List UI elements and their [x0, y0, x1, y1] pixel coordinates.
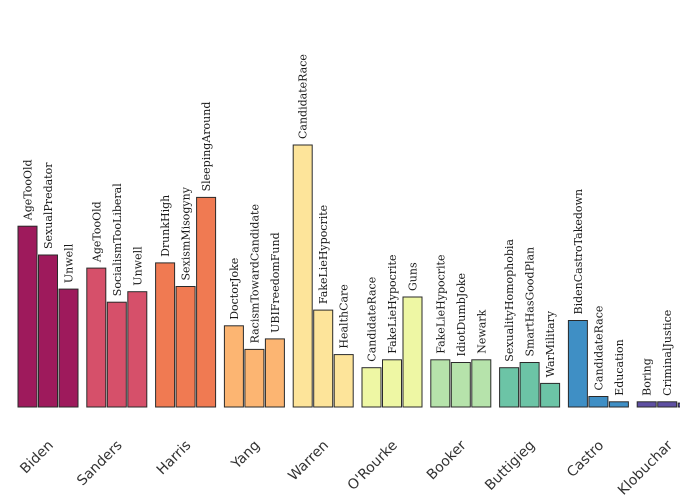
group-label-6: Booker — [424, 437, 470, 483]
bar-label-3-1: RacismTowardCandidate — [248, 204, 261, 343]
group-label-4: Warren — [285, 438, 332, 485]
bar-1-0 — [86, 267, 107, 408]
bar-3-0 — [223, 325, 244, 408]
group-label-0: Biden — [17, 438, 57, 478]
group-label-8: Castro — [564, 438, 607, 481]
bar-0-2 — [58, 288, 79, 408]
bar-label-2-2: SleepingAround — [200, 102, 213, 192]
bar-7-0 — [499, 367, 520, 408]
group-label-5: O'Rourke — [345, 438, 401, 494]
bar-label-9-0: Boring — [641, 358, 654, 396]
bar-label-2-0: DrunkHigh — [159, 195, 172, 257]
bar-label-3-0: DoctorJoke — [228, 258, 241, 320]
bar-3-1 — [244, 348, 265, 408]
bar-label-5-2: Guns — [407, 262, 420, 291]
bar-label-7-1: SmartHasGoodPlan — [524, 247, 537, 357]
bar-label-3-2: UBIFreedomFund — [269, 232, 282, 333]
bar-3-2 — [264, 338, 285, 408]
bar-label-7-0: SexualityHomophobia — [503, 239, 516, 362]
bar-label-1-2: Unwell — [131, 246, 144, 286]
bar-8-0 — [567, 320, 588, 408]
bar-label-8-2: Education — [613, 339, 626, 396]
bar-label-8-0: BidenCastroTakedown — [572, 189, 585, 315]
bar-9-1 — [657, 401, 678, 408]
bar-4-2 — [333, 354, 354, 408]
group-label-7: Buttigieg — [482, 438, 538, 494]
bar-label-9-1: CriminalJustice — [661, 310, 674, 396]
bar-5-2 — [402, 296, 423, 408]
bar-labels: AgeTooOld SexualPredator Unwell AgeTooOld So… — [22, 54, 675, 396]
bar-1-2 — [127, 291, 148, 408]
bar-label-4-0: CandidateRace — [297, 54, 310, 139]
bar-6-1 — [450, 362, 471, 408]
bar-1-1 — [106, 301, 127, 408]
bar-7-2 — [540, 382, 561, 408]
bar-0-1 — [38, 254, 58, 408]
bar-label-8-1: CandidateRace — [592, 306, 605, 391]
bar-5-0 — [361, 367, 382, 408]
bar-label-1-1: SocialismTooLiberal — [111, 183, 124, 296]
group-label-2: Harris — [154, 438, 195, 479]
bar-label-5-0: CandidateRace — [366, 277, 379, 362]
bar-label-6-1: IdiotDumbJoke — [455, 273, 468, 357]
group-label-9: Klobuchar — [615, 437, 676, 498]
bar-4-1 — [313, 309, 334, 408]
bar-2-2 — [196, 196, 217, 408]
bar-2-0 — [155, 262, 176, 408]
bar-4-0 — [292, 144, 313, 408]
bar-label-5-1: FakeLieHypocrite — [386, 255, 399, 354]
bar-8-1 — [588, 396, 609, 408]
bar-label-6-2: Newark — [475, 309, 488, 353]
bar-label-0-0: AgeTooOld — [22, 159, 35, 221]
bar-label-7-2: WarMilitary — [544, 310, 557, 377]
bars — [17, 144, 680, 408]
bar-9-2 — [677, 402, 680, 408]
bar-6-0 — [430, 359, 451, 408]
bar-label-4-1: FakeLieHypocrite — [317, 205, 330, 304]
bar-label-4-2: HealthCare — [338, 284, 351, 348]
bar-label-0-1: SexualPredator — [42, 162, 55, 249]
bar-0-0 — [17, 225, 38, 408]
bar-label-6-0: FakeLieHypocrite — [434, 255, 447, 354]
bar-label-0-2: Unwell — [63, 243, 76, 283]
bar-7-1 — [519, 362, 540, 408]
bar-5-1 — [382, 359, 402, 408]
bar-label-1-0: AgeTooOld — [90, 201, 103, 263]
group-labels: Biden Sanders Harris Yang Warren O'Rourke Book… — [17, 437, 676, 498]
group-label-1: Sanders — [74, 438, 126, 490]
bar-2-1 — [175, 286, 196, 408]
bar-label-2-1: SexismMisogyny — [180, 186, 193, 280]
bar-6-2 — [471, 359, 492, 408]
bar-9-0 — [636, 401, 657, 408]
bar-8-2 — [608, 401, 629, 408]
group-label-3: Yang — [228, 438, 263, 473]
